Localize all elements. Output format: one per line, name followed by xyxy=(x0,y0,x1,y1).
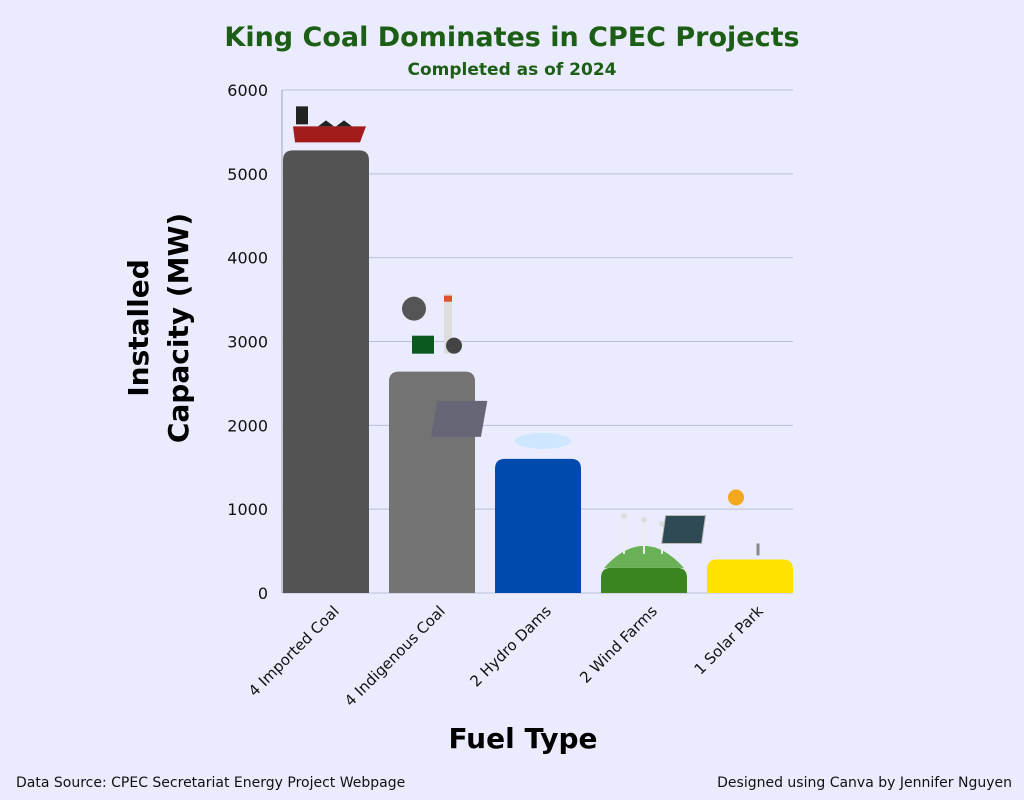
x-tick-label: 4 Imported Coal xyxy=(245,602,343,700)
y-tick-label: 6000 xyxy=(227,81,268,100)
hydro-dam-icon xyxy=(430,400,571,449)
solar-panel-icon xyxy=(661,489,760,556)
chart-subtitle: Completed as of 2024 xyxy=(407,60,617,80)
y-tick-label: 4000 xyxy=(227,249,268,268)
credit: Designed using Canva by Jennifer Nguyen xyxy=(717,775,1012,791)
chart-title: King Coal Dominates in CPEC Projects xyxy=(224,22,800,53)
bar xyxy=(495,458,581,593)
bar xyxy=(707,559,793,593)
x-tick-label: 1 Solar Park xyxy=(691,602,767,678)
y-axis-title: Installed xyxy=(122,259,155,397)
x-axis-title: Fuel Type xyxy=(448,722,597,755)
bar xyxy=(283,150,369,594)
x-tick-label: 4 Indigenous Coal xyxy=(341,602,449,710)
y-tick-label: 0 xyxy=(258,584,268,603)
data-source: Data Source: CPEC Secretariat Energy Pro… xyxy=(16,775,406,791)
y-tick-label: 2000 xyxy=(227,416,268,435)
x-tick-label: 2 Wind Farms xyxy=(576,602,661,687)
y-tick-label: 5000 xyxy=(227,165,268,184)
y-tick-label: 3000 xyxy=(227,333,268,352)
wind-turbine-icon xyxy=(604,512,684,568)
cargo-ship-icon xyxy=(293,106,366,143)
bar xyxy=(601,567,687,593)
y-axis-title: Capacity (MW) xyxy=(162,213,195,443)
coal-power-plant-icon xyxy=(402,293,462,354)
x-tick-label: 2 Hydro Dams xyxy=(466,602,554,690)
y-tick-label: 1000 xyxy=(227,500,268,519)
